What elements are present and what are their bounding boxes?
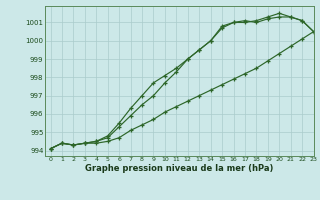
X-axis label: Graphe pression niveau de la mer (hPa): Graphe pression niveau de la mer (hPa) bbox=[85, 164, 273, 173]
